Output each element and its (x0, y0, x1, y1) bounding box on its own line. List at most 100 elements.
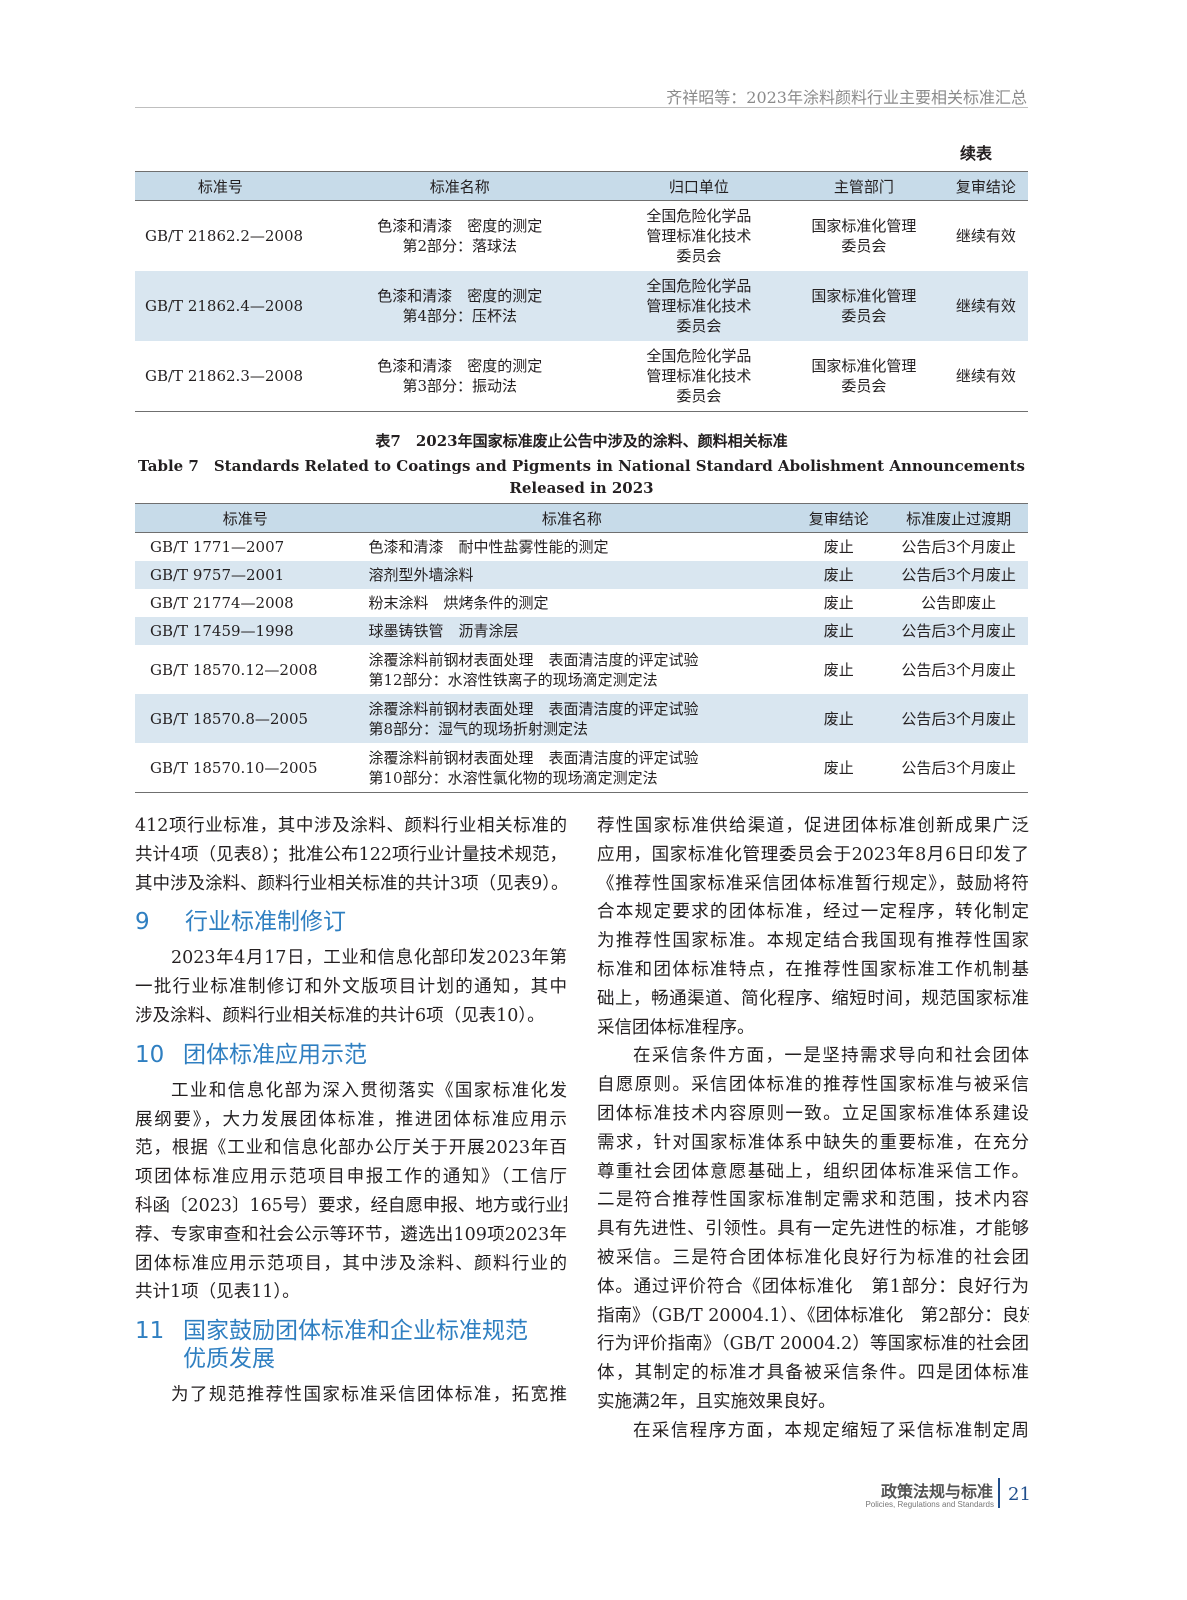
review-result: 废止 (788, 617, 890, 645)
table-row: GB/T 1771—2007 色漆和清漆 耐中性盐雾性能的测定 废止 公告后3个月废止 (135, 533, 1028, 562)
section-title: 行业标准制修订 (185, 908, 346, 936)
standard-unit: 全国危险化学品 管理标准化技术 委员会 (613, 341, 784, 412)
cell-line: 委员会 (841, 307, 887, 325)
text-line: 项团体标准应用示范项目申报工作的通知》（工信厅 (135, 1167, 567, 1188)
cell-line: 球墨铸铁管 沥青涂层 (368, 622, 519, 640)
standard-number: GB/T 21774—2008 (150, 594, 294, 612)
table-row: GB/T 18570.12—2008 涂覆涂料前钢材表面处理 表面清洁度的评定试验… (135, 645, 1028, 694)
table-row: GB/T 9757—2001 溶剂型外墙涂料 废止 公告后3个月废止 (135, 561, 1028, 589)
cell-line: 第10部分：水溶性氯化物的现场滴定测定法 (368, 768, 658, 787)
text-line: 为推荐性国家标准。本规定结合我国现有推荐性国家 (597, 931, 1029, 952)
column-header: 复审结论 (943, 171, 1028, 201)
cell-line: 第8部分：湿气的现场折射测定法 (368, 719, 589, 738)
column-header: 标准名称 (305, 171, 614, 201)
review-result: 继续有效 (943, 271, 1028, 341)
text-line: 工业和信息化部为深入贯彻落实《国家标准化发 (171, 1080, 567, 1101)
standard-unit: 全国危险化学品 管理标准化技术 委员会 (614, 201, 784, 272)
column-header: 归口单位 (613, 171, 784, 201)
standard-name: 色漆和清漆 耐中性盐雾性能的测定 (356, 533, 789, 562)
table7-abolished-standards: 标准号 标准名称 复审结论 标准废止过渡期 GB/T 1771—2007 色漆和清漆 耐… (135, 503, 1028, 793)
continued-standards-table: 标准号 标准名称 归口单位 主管部门 复审结论 GB/T 21862.2—2008 色漆和… (135, 171, 1028, 412)
text-line: 共计1项（见表11）。 (135, 1282, 300, 1303)
table7-caption-en-2: Released in 2023 (509, 479, 654, 497)
cell-line: 第3部分：振动法 (402, 377, 518, 395)
abolition-period: 公告后3个月废止 (901, 660, 1016, 679)
standard-number: GB/T 21862.3—2008 (135, 341, 306, 412)
text-line: 在采信条件方面，一是坚持需求导向和社会团体 (633, 1046, 1029, 1067)
text-line: 自愿原则。采信团体标准的推荐性国家标准与被采信 (597, 1075, 1029, 1096)
cell-line: 国家标准化管理 (811, 287, 917, 305)
review-result: 继续有效 (943, 341, 1028, 412)
table-row: GB/T 18570.10—2005 涂覆涂料前钢材表面处理 表面清洁度的评定试验… (135, 743, 1028, 793)
text-line: 其中涉及涂料、颜料行业相关标准的共计3项（见表9）。 (135, 873, 567, 894)
text-line: 二是符合推荐性国家标准制定需求和范围，技术内容 (597, 1190, 1029, 1211)
standard-dept: 国家标准化管理 委员会 (783, 341, 944, 412)
text-line: 尊重社会团体意愿基础上，组织团体标准采信工作。 (597, 1161, 1029, 1182)
standard-name: 球墨铸铁管 沥青涂层 (355, 617, 789, 645)
abolition-period: 公告后3个月废止 (889, 617, 1028, 645)
standard-number: GB/T 9757—2001 (135, 561, 356, 589)
cell-line: 国家鼓励团体标准和企业标准规范 (183, 1318, 528, 1345)
standard-number: GB/T 21862.2—2008 (145, 227, 304, 245)
text-line: 《推荐性国家标准采信团体标准暂行规定》，鼓励将符 (597, 873, 1029, 894)
table-row: GB/T 21862.2—2008 色漆和清漆 密度的测定 第2部分：落球法 全国危险… (135, 201, 1028, 272)
table7-caption-en: Table 7 Standards Related to Coatings an… (138, 457, 1025, 475)
cell-line: 色漆和清漆 密度的测定 (377, 287, 543, 305)
footer-section-subtitle: Policies, Regulations and Standards (865, 1500, 994, 1509)
body-column-left: 412项行业标准，其中涉及涂料、颜料行业相关标准的 共计4项（见表8）；批准公布1… (135, 812, 567, 1410)
standard-number: GB/T 17459—1998 (135, 617, 356, 645)
text-line: 涉及涂料、颜料行业相关标准的共计6项（见表10）。 (135, 1005, 545, 1026)
cell-line: 全国危险化学品 (646, 277, 752, 295)
cell-line: 全国危险化学品 (646, 207, 752, 225)
section-heading: 11 国家鼓励团体标准和企业标准规范 优质发展 (135, 1317, 567, 1373)
text-line: 采信团体标准程序。 (597, 1017, 755, 1038)
footer-divider (998, 1478, 1000, 1508)
paragraph: 2023年4月17日，工业和信息化部印发2023年第一批行业标准制修订和外文版项… (135, 944, 567, 1030)
table-row: GB/T 18570.8—2005 涂覆涂料前钢材表面处理 表面清洁度的评定试验第… (135, 694, 1028, 743)
text-line: 行为评价指南》（GB/T 20004.2）等国家标准的社会团 (597, 1334, 1029, 1355)
text-line: 应用，国家标准化管理委员会于2023年8月6日印发了 (597, 844, 1029, 865)
text-line: 团体标准应用示范项目，其中涉及涂料、颜料行业的 (135, 1253, 567, 1274)
cell-line: 第4部分：压杯法 (402, 307, 518, 325)
paragraph: 在采信程序方面，本规定缩短了采信标准制定周 (597, 1417, 1029, 1446)
review-result: 废止 (823, 594, 854, 612)
standard-number: GB/T 18570.8—2005 (135, 694, 356, 743)
text-line: 一批行业标准制修订和外文版项目计划的通知，其中 (135, 977, 567, 998)
standard-name: 色漆和清漆 密度的测定 第4部分：压杯法 (305, 271, 614, 341)
standard-number: GB/T 1771—2007 (150, 538, 285, 556)
text-line: 指南》（GB/T 20004.1）、《团体标准化 第2部分：良好 (597, 1305, 1029, 1326)
cell-line: 第12部分：水溶性铁离子的现场滴定测定法 (368, 670, 658, 689)
column-header: 标准名称 (355, 503, 789, 533)
cell-line: 管理标准化技术 (646, 227, 752, 245)
text-line: 体。通过评价符合《团体标准化 第1部分：良好行为 (597, 1276, 1029, 1297)
abolition-period: 公告后3个月废止 (889, 561, 1028, 589)
review-result: 继续有效 (955, 227, 1016, 245)
section-number: 9 (135, 909, 150, 936)
cell-line: 团体标准应用示范 (183, 1041, 367, 1068)
text-line: 展纲要》，大力发展团体标准，推进团体标准应用示 (135, 1109, 567, 1130)
paragraph: 荐性国家标准供给渠道，促进团体标准创新成果广泛 应用，国家标准化管理委员会于202… (597, 812, 1029, 1042)
text-line: 团体标准技术内容原则一致。立足国家标准体系建设 (597, 1103, 1029, 1124)
table-row: GB/T 17459—1998 球墨铸铁管 沥青涂层 废止 公告后3个月废止 (135, 617, 1028, 645)
table-row: GB/T 21774—2008 粉末涂料 烘烤条件的测定 废止 公告即废止 (135, 589, 1028, 617)
standard-number: GB/T 21862.4—2008 (135, 271, 306, 341)
table-continued-label: 续表 (960, 144, 993, 163)
review-result: 废止 (788, 561, 890, 589)
review-result: 废止 (788, 694, 890, 743)
section-number: 10 (135, 1041, 165, 1068)
cell-line: 粉末涂料 烘烤条件的测定 (368, 594, 549, 612)
text-line: 础上，畅通渠道、简化程序、缩短时间，规范国家标准 (597, 988, 1029, 1009)
text-line: 2023年4月17日，工业和信息化部印发2023年第 (171, 948, 567, 969)
cell-line: 委员会 (676, 387, 722, 405)
text-line: 实施满2年，且实施效果良好。 (597, 1391, 836, 1412)
paragraph: 为了规范推荐性国家标准采信团体标准，拓宽推 (135, 1381, 567, 1410)
column-header: 复审结论 (788, 503, 890, 533)
body-column-right: 荐性国家标准供给渠道，促进团体标准创新成果广泛 应用，国家标准化管理委员会于202… (597, 812, 1029, 1446)
standard-dept: 国家标准化管理 委员会 (784, 201, 944, 272)
standard-name: 溶剂型外墙涂料 (355, 561, 789, 589)
column-header: 标准号 (135, 503, 356, 533)
cell-line: 第2部分：落球法 (402, 237, 518, 255)
abolition-period: 公告后3个月废止 (901, 538, 1016, 556)
text-line: 体，其制定的标准才具备被采信条件。四是团体标准 (597, 1363, 1029, 1384)
standard-name: 色漆和清漆 密度的测定 第3部分：振动法 (305, 341, 614, 412)
